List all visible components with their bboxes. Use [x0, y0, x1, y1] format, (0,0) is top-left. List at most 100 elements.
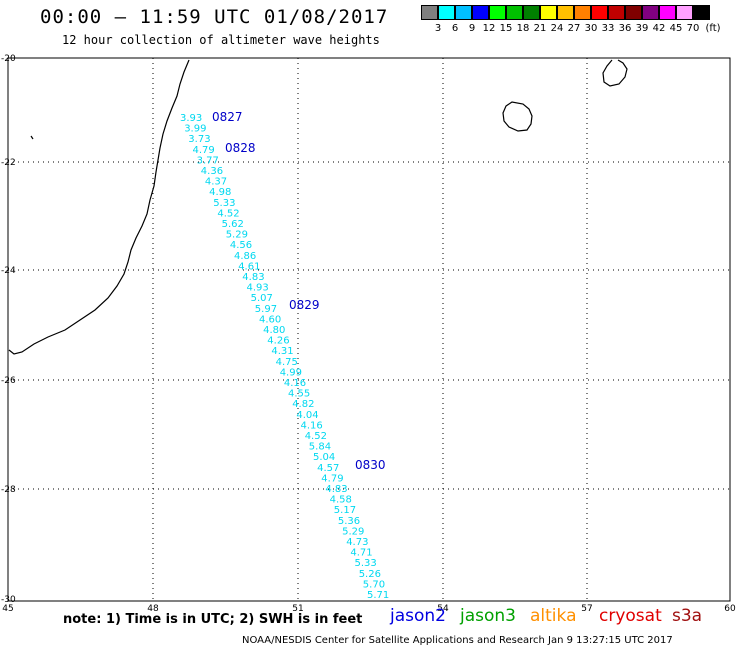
pass-time-label: 0829 — [289, 298, 320, 312]
wave-height-label: 4.52 — [305, 431, 327, 442]
wave-height-label: 3.99 — [184, 124, 206, 135]
longitude-label: 54 — [437, 604, 449, 614]
wave-height-label: 5.33 — [213, 198, 235, 209]
colorbar-label: 24 — [550, 23, 564, 34]
wave-height-label: 4.55 — [288, 389, 310, 400]
madagascar-coastline — [8, 59, 190, 355]
colorbar-swatch — [642, 5, 659, 20]
longitude-label: 45 — [2, 604, 13, 614]
wave-height-label: 4.86 — [234, 251, 256, 262]
note-text: note: 1) Time is in UTC; 2) SWH is in fe… — [63, 612, 363, 627]
colorbar-swatch — [659, 5, 676, 20]
colorbar-label: 21 — [533, 23, 547, 34]
colorbar-swatch — [676, 5, 693, 20]
satellite-legend-item: jason3 — [460, 606, 516, 626]
colorbar-label: 27 — [567, 23, 581, 34]
colorbar-label: 36 — [618, 23, 632, 34]
wave-height-label: 4.99 — [280, 367, 302, 378]
longitude-label: 57 — [581, 604, 592, 614]
colorbar-swatch — [489, 5, 506, 20]
wave-height-label: 5.36 — [338, 516, 360, 527]
wave-height-label: 4.82 — [292, 399, 314, 410]
wave-height-label: 4.98 — [209, 187, 231, 198]
colorbar-swatch — [557, 5, 574, 20]
colorbar-swatch — [421, 5, 438, 20]
longitude-label: 51 — [292, 604, 303, 614]
colorbar-label: 15 — [499, 23, 513, 34]
madagascar-islet — [30, 135, 34, 140]
colorbar-unit: (ft) — [705, 23, 721, 34]
wave-height-label: 5.29 — [226, 230, 248, 241]
wave-height-label: 4.52 — [217, 208, 239, 219]
colorbar-label: 12 — [482, 23, 496, 34]
colorbar-swatch — [540, 5, 557, 20]
wave-height-label: 5.97 — [255, 304, 277, 315]
colorbar-swatch — [625, 5, 642, 20]
altimeter-track: 3.933.993.734.793.774.364.374.985.334.52… — [180, 113, 389, 601]
satellite-legend-item: altika — [530, 606, 577, 626]
wave-height-label: 4.79 — [321, 473, 343, 484]
pass-time-label: 0827 — [212, 110, 243, 124]
map-gridlines — [8, 58, 730, 601]
mauritius-coastline — [602, 59, 628, 87]
colorbar-swatch — [608, 5, 625, 20]
colorbar-swatch — [455, 5, 472, 20]
colorbar-swatch — [591, 5, 608, 20]
credit-text: NOAA/NESDIS Center for Satellite Applica… — [242, 635, 673, 646]
wave-height-label: 4.73 — [346, 537, 368, 548]
wave-height-label: 5.71 — [367, 590, 389, 601]
colorbar-swatch — [693, 5, 710, 20]
colorbar-swatch — [472, 5, 489, 20]
coastlines — [8, 59, 628, 355]
latitude-labels: -20 -22 -24 -26 -28 -30 — [1, 54, 16, 605]
pass-time-label: 0830 — [355, 458, 386, 472]
colorbar-swatch — [574, 5, 591, 20]
map-frame — [7, 57, 731, 602]
page-subtitle: 12 hour collection of altimeter wave hei… — [62, 33, 380, 47]
colorbar-swatch — [438, 5, 455, 20]
wave-height-label: 4.16 — [284, 378, 306, 389]
colorbar-label: 33 — [601, 23, 615, 34]
wave-height-label: 4.71 — [350, 548, 372, 559]
colorbar-label: 3 — [434, 23, 442, 34]
wave-height-label: 4.31 — [271, 346, 293, 357]
colorbar-label: 6 — [451, 23, 459, 34]
wave-height-label: 4.56 — [230, 240, 252, 251]
satellite-legend-item: cryosat — [599, 606, 662, 626]
wave-height-label: 5.26 — [359, 569, 381, 580]
wave-height-label: 4.75 — [276, 357, 298, 368]
wave-height-label: 5.70 — [363, 579, 385, 590]
wave-height-label: 5.04 — [313, 452, 335, 463]
latitude-label: -24 — [1, 266, 16, 276]
colorbar-label: 45 — [669, 23, 683, 34]
wave-height-label: 4.79 — [193, 145, 215, 156]
wave-height-label: 4.83 — [242, 272, 264, 283]
latitude-label: -30 — [1, 595, 16, 605]
wave-height-label: 4.58 — [330, 495, 352, 506]
wave-height-label: 4.37 — [205, 177, 227, 188]
wave-height-label: 3.77 — [197, 155, 219, 166]
wave-height-label: 4.60 — [259, 314, 281, 325]
colorbar-swatch — [523, 5, 540, 20]
colorbar-label: 70 — [686, 23, 700, 34]
wave-height-label: 5.33 — [355, 558, 377, 569]
latitude-label: -20 — [1, 54, 16, 64]
wave-height-label: 4.80 — [263, 325, 285, 336]
wave-height-label: 4.26 — [267, 336, 289, 347]
wave-height-label: 5.17 — [334, 505, 356, 516]
latitude-label: -28 — [1, 485, 16, 495]
wave-height-label: 5.84 — [309, 442, 331, 453]
latitude-label: -22 — [1, 158, 16, 168]
wave-height-label: 4.93 — [247, 283, 269, 294]
pass-time-label: 0828 — [225, 141, 256, 155]
wave-height-label: 4.04 — [296, 410, 318, 421]
longitude-labels: 45 48 51 54 57 60 — [2, 604, 736, 614]
wave-height-label: 3.73 — [188, 134, 210, 145]
satellite-legend-item: jason2 — [390, 606, 446, 626]
wave-height-label: 5.62 — [222, 219, 244, 230]
wave-height-label: 5.29 — [342, 526, 364, 537]
wave-height-label: 4.16 — [301, 420, 323, 431]
satellite-legend-item: s3a — [672, 606, 703, 626]
colorbar-label: 30 — [584, 23, 598, 34]
